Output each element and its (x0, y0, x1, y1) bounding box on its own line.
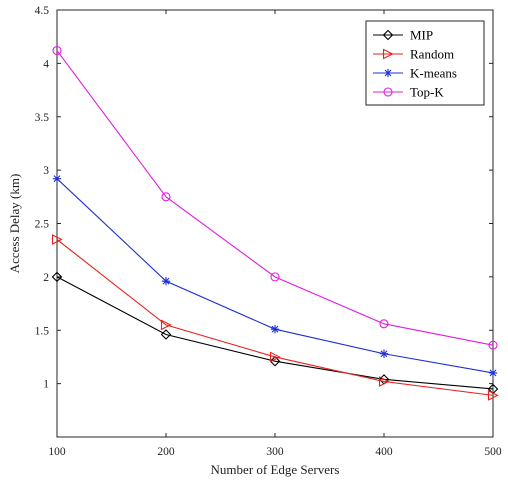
y-tick-label: 2 (43, 272, 49, 284)
data-point (52, 174, 62, 183)
data-point (488, 368, 498, 378)
y-axis-label: Access Delay (km) (7, 174, 22, 274)
legend-label: K-means (410, 66, 457, 81)
x-tick-label: 500 (484, 446, 502, 458)
legend-marker (383, 87, 393, 97)
data-point (488, 340, 498, 350)
legend-item: K-means (373, 66, 457, 81)
series-k-means (52, 174, 498, 378)
series-line (56, 50, 494, 346)
ticks: 100 200 300 400 500 1 1.5 2 2.5 3 3.5 4 4.5 (35, 5, 502, 458)
series-top-k (52, 46, 498, 350)
data-point (269, 355, 281, 367)
data-point (52, 46, 62, 56)
data-point (161, 276, 171, 286)
data-point (487, 389, 499, 401)
series-layer (51, 46, 499, 401)
data-point (270, 272, 280, 282)
data-point (161, 192, 171, 202)
series-line (56, 239, 494, 396)
x-tick-label: 100 (48, 446, 66, 458)
series-line (56, 276, 494, 390)
y-tick-label: 3.5 (35, 112, 50, 124)
y-tick-label: 1 (43, 379, 49, 391)
legend-label: Random (410, 47, 454, 62)
x-tick-label: 400 (375, 446, 393, 458)
data-point (378, 376, 390, 387)
x-axis-label: Number of Edge Servers (211, 462, 340, 477)
data-point (379, 349, 389, 358)
data-point (269, 351, 281, 363)
series-random (51, 234, 499, 401)
legend-item: MIP (373, 28, 433, 43)
x-tick-label: 300 (266, 446, 284, 458)
legend-item: Random (373, 47, 454, 62)
y-tick-label: 4 (43, 58, 49, 70)
legend: MIP Random K-means Top-K (365, 20, 485, 106)
series-line (56, 178, 494, 374)
legend-marker (382, 29, 394, 41)
data-point (270, 324, 280, 334)
series-mip (51, 271, 499, 395)
data-point (160, 329, 172, 340)
legend-marker (382, 48, 394, 60)
legend-label: Top-K (410, 85, 444, 100)
y-tick-label: 3 (43, 165, 49, 177)
y-tick-label: 2.5 (35, 219, 50, 231)
data-point (51, 234, 63, 245)
data-point (51, 271, 63, 283)
legend-label: MIP (410, 28, 433, 43)
x-tick-label: 200 (157, 446, 175, 458)
legend-item: Top-K (373, 85, 444, 100)
legend-marker (383, 68, 393, 78)
data-point (379, 319, 389, 329)
y-tick-label: 1.5 (35, 325, 50, 337)
data-point (160, 319, 172, 331)
y-tick-label: 4.5 (35, 5, 50, 17)
